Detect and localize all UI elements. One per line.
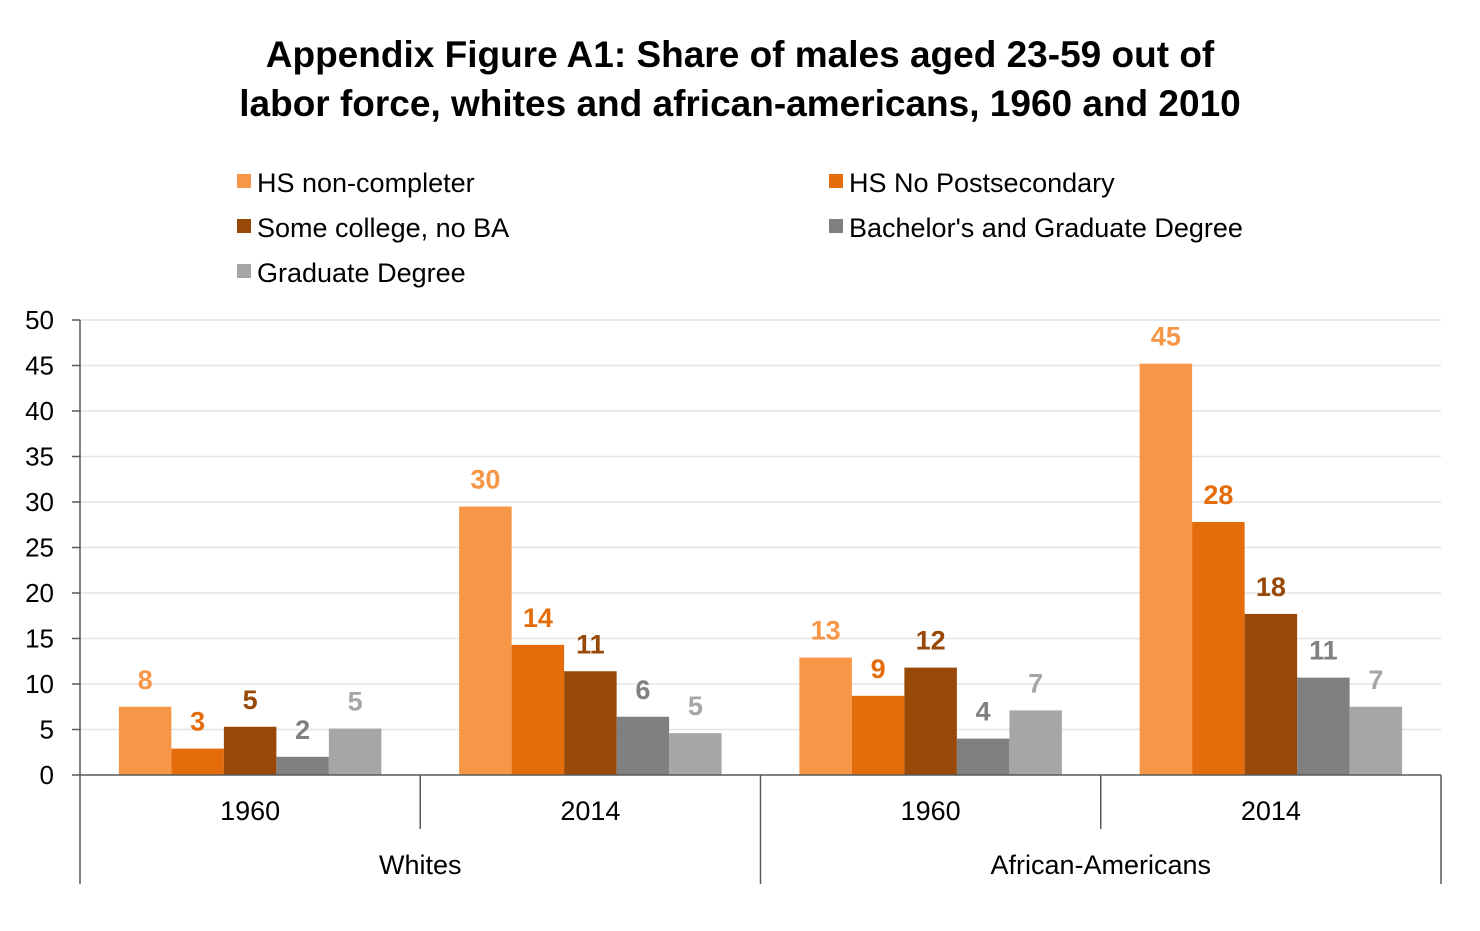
chart-title-line-2: labor force, whites and african-american… xyxy=(239,83,1241,124)
bar-hs-no-postsecondary-african-americans-1960 xyxy=(851,695,905,775)
legend-label-hs-non-completer: HS non-completer xyxy=(257,168,475,198)
x-axis: 1960 2014 1960 2014 Whites African-Americans xyxy=(79,774,1442,884)
y-tick-label-35: 35 xyxy=(25,442,54,472)
legend-swatch-some-college-no-ba xyxy=(237,219,251,233)
x-category-label-african-americans-1960: 1960 xyxy=(901,796,961,826)
y-tick-label-45: 45 xyxy=(25,351,54,381)
y-tick-label-50: 50 xyxy=(25,305,54,335)
data-label-bachelor-s-and-graduate-degree-whites-2014: 6 xyxy=(635,675,650,705)
data-labels: 8 30 13 45 3 14 9 28 5 11 12 18 2 6 4 11 5 5 7 7 xyxy=(138,322,1384,745)
data-label-hs-no-postsecondary-african-americans-1960: 9 xyxy=(871,654,886,684)
data-label-graduate-degree-whites-2014: 5 xyxy=(688,691,703,721)
bar-hs-non-completer-african-americans-1960 xyxy=(799,657,852,775)
x-category-label-african-americans-2014: 2014 xyxy=(1241,796,1301,826)
y-axis: 0 5 10 15 20 25 30 35 40 45 50 xyxy=(25,305,81,790)
legend-swatch-graduate-degree xyxy=(237,264,251,278)
bar-graduate-degree-african-americans-2014 xyxy=(1349,706,1403,775)
data-label-bachelor-s-and-graduate-degree-whites-1960: 2 xyxy=(295,715,310,745)
data-label-hs-no-postsecondary-whites-2014: 14 xyxy=(523,603,553,633)
y-tick-label-25: 25 xyxy=(25,533,54,563)
legend-label-bachelor-s-and-graduate-degree: Bachelor's and Graduate Degree xyxy=(849,213,1243,243)
legend-label-some-college-no-ba: Some college, no BA xyxy=(257,213,509,243)
y-tick-label-30: 30 xyxy=(25,487,54,517)
chart-title-line-1: Appendix Figure A1: Share of males aged … xyxy=(266,34,1215,75)
data-label-hs-no-postsecondary-african-americans-2014: 28 xyxy=(1203,480,1233,510)
bar-graduate-degree-whites-1960 xyxy=(328,728,382,775)
y-tick-label-5: 5 xyxy=(40,715,54,745)
bar-hs-non-completer-african-americans-2014 xyxy=(1139,363,1193,775)
data-label-bachelor-s-and-graduate-degree-african-americans-1960: 4 xyxy=(976,697,991,727)
bar-bachelor-s-and-graduate-degree-whites-2014 xyxy=(616,716,670,775)
bar-some-college-no-ba-whites-2014 xyxy=(564,671,617,775)
bar-graduate-degree-african-americans-1960 xyxy=(1009,710,1062,775)
bar-bachelor-s-and-graduate-degree-african-americans-1960 xyxy=(956,738,1010,775)
bar-hs-no-postsecondary-african-americans-2014 xyxy=(1192,522,1245,775)
y-tick-label-10: 10 xyxy=(25,669,54,699)
bar-some-college-no-ba-whites-1960 xyxy=(223,726,277,775)
data-label-graduate-degree-whites-1960: 5 xyxy=(348,687,363,717)
x-group-label-african-americans: African-Americans xyxy=(990,850,1211,880)
bars xyxy=(118,363,1403,775)
legend-swatch-hs-no-postsecondary xyxy=(829,174,843,188)
bar-some-college-no-ba-african-americans-2014 xyxy=(1244,613,1298,775)
x-group-label-whites: Whites xyxy=(379,850,462,880)
legend-swatch-bachelor-s-and-graduate-degree xyxy=(829,219,843,233)
data-label-some-college-no-ba-african-americans-1960: 12 xyxy=(916,626,946,656)
bar-some-college-no-ba-african-americans-1960 xyxy=(904,667,957,775)
legend-swatch-hs-non-completer xyxy=(237,174,251,188)
gridlines xyxy=(80,319,1441,731)
data-label-hs-non-completer-african-americans-1960: 13 xyxy=(811,616,841,646)
bar-hs-non-completer-whites-1960 xyxy=(118,706,172,775)
data-label-some-college-no-ba-african-americans-2014: 18 xyxy=(1256,572,1286,602)
y-tick-label-20: 20 xyxy=(25,578,54,608)
y-tick-label-40: 40 xyxy=(25,396,54,426)
legend-label-graduate-degree: Graduate Degree xyxy=(257,258,466,288)
bar-bachelor-s-and-graduate-degree-whites-1960 xyxy=(276,756,329,775)
data-label-hs-non-completer-whites-1960: 8 xyxy=(138,665,153,695)
bar-hs-non-completer-whites-2014 xyxy=(459,506,512,775)
data-label-hs-non-completer-whites-2014: 30 xyxy=(470,465,500,495)
bar-bachelor-s-and-graduate-degree-african-americans-2014 xyxy=(1297,677,1350,775)
data-label-bachelor-s-and-graduate-degree-african-americans-2014: 11 xyxy=(1309,636,1338,666)
x-category-label-whites-1960: 1960 xyxy=(220,796,280,826)
data-label-graduate-degree-african-americans-1960: 7 xyxy=(1028,668,1043,698)
y-tick-label-15: 15 xyxy=(25,624,54,654)
bar-hs-no-postsecondary-whites-2014 xyxy=(511,644,565,775)
data-label-graduate-degree-african-americans-2014: 7 xyxy=(1368,665,1383,695)
data-label-some-college-no-ba-whites-1960: 5 xyxy=(243,685,258,715)
bar-graduate-degree-whites-2014 xyxy=(669,733,722,775)
legend: HS non-completer HS No Postsecondary Some … xyxy=(237,168,1243,288)
x-category-label-whites-2014: 2014 xyxy=(560,796,620,826)
bar-hs-no-postsecondary-whites-1960 xyxy=(171,748,224,775)
data-label-some-college-no-ba-whites-2014: 11 xyxy=(576,629,605,659)
legend-label-hs-no-postsecondary: HS No Postsecondary xyxy=(849,168,1115,198)
data-label-hs-non-completer-african-americans-2014: 45 xyxy=(1151,322,1181,352)
y-tick-label-0: 0 xyxy=(40,760,54,790)
data-label-hs-no-postsecondary-whites-1960: 3 xyxy=(190,707,205,737)
